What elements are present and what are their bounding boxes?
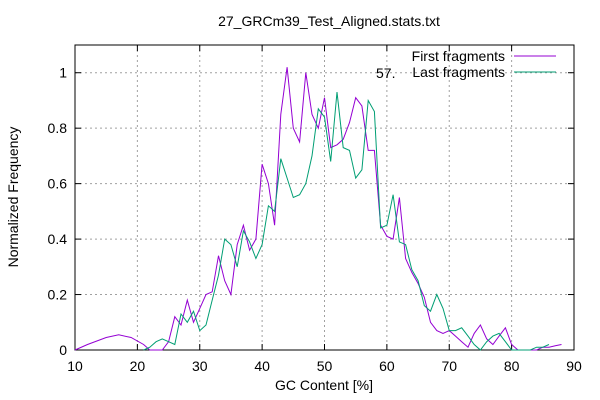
grid — [75, 45, 574, 350]
x-tick-label: 20 — [130, 358, 146, 374]
chart-title: 27_GRCm39_Test_Aligned.stats.txt — [218, 13, 440, 29]
y-tick-label: 0.4 — [48, 231, 68, 247]
series-lines — [74, 67, 562, 351]
chart-annotation: 57. — [376, 65, 395, 81]
y-tick-label: 0.2 — [48, 287, 68, 303]
x-tick-label: 70 — [441, 358, 457, 374]
x-tick-label: 80 — [504, 358, 520, 374]
series-line-1 — [74, 67, 562, 351]
axis-ticks: 10 20 30 40 50 60 70 80 90 0 0.2 0.4 0.6 0.8 1 — [48, 45, 582, 374]
x-tick-label: 10 — [67, 358, 83, 374]
x-tick-label: 30 — [192, 358, 208, 374]
x-tick-label: 60 — [379, 358, 395, 374]
x-tick-label: 40 — [254, 358, 270, 374]
legend-label-2: Last fragments — [412, 64, 505, 80]
legend-label-1: First fragments — [412, 48, 505, 64]
x-axis-label: GC Content [%] — [275, 377, 373, 393]
series-line-2 — [143, 92, 550, 351]
y-tick-label: 1 — [59, 65, 67, 81]
x-tick-label: 50 — [317, 358, 333, 374]
y-tick-label: 0 — [59, 342, 67, 358]
y-tick-label: 0.6 — [48, 176, 68, 192]
y-tick-label: 0.8 — [48, 120, 68, 136]
x-tick-label: 90 — [566, 358, 582, 374]
y-axis-label: Normalized Frequency — [5, 127, 21, 268]
